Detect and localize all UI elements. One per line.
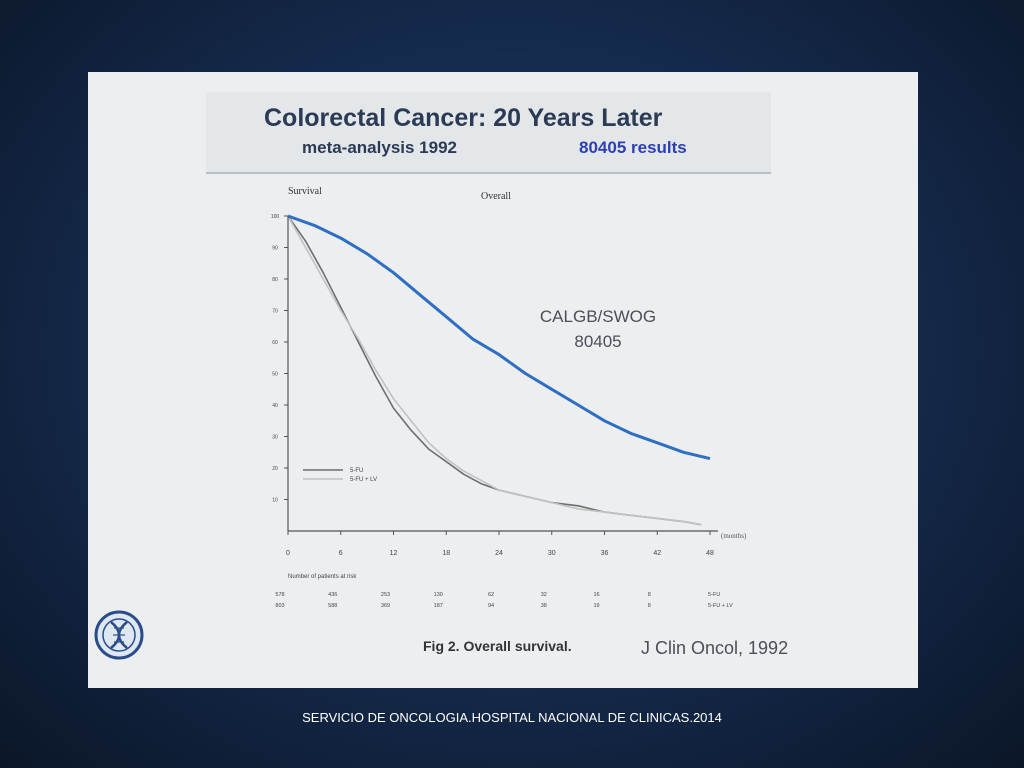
x-axis-label: (months) — [721, 532, 747, 540]
series-line-5fu-lv — [287, 215, 702, 526]
x-tick-label: 6 — [339, 550, 343, 557]
risk-table-cell: 436 — [328, 592, 337, 598]
slide-subtitle-results: 80405 results — [579, 138, 687, 157]
y-tick-label: 40 — [272, 403, 278, 409]
y-tick-label: 80 — [272, 277, 278, 283]
risk-table: Number of patients at risk 578 436 253 130 62… — [275, 574, 733, 609]
survival-chart: 0 6 12 18 24 30 36 42 48 100 90 80 70 60 50 40 30 20 10 Ov… — [271, 186, 747, 609]
source-citation: J Clin Oncol, 1992 — [641, 638, 789, 658]
x-tick-label: 24 — [495, 550, 503, 557]
risk-table-cell: 253 — [381, 592, 390, 598]
risk-table-cell: 578 — [275, 592, 284, 598]
y-tick-label: 100 — [271, 214, 280, 220]
risk-table-cell: 94 — [488, 603, 494, 609]
y-tick-label: 90 — [272, 246, 278, 252]
y-tick-label: 20 — [272, 466, 278, 472]
annotation-line: 80405 — [574, 332, 621, 351]
chart-legend: 5-FU 5-FU + LV — [303, 468, 377, 483]
y-tick-label: 30 — [272, 435, 278, 441]
y-tick-label: 60 — [272, 340, 278, 346]
x-tick-label: 36 — [601, 550, 609, 557]
risk-table-cell: 8 — [648, 592, 651, 598]
risk-table-cell: 130 — [434, 592, 443, 598]
risk-table-cell: 369 — [381, 603, 390, 609]
slide-image: Colorectal Cancer: 20 Years Later meta-a… — [88, 72, 918, 688]
annotation-line: CALGB/SWOG — [540, 307, 656, 326]
slide-title: Colorectal Cancer: 20 Years Later — [264, 104, 663, 132]
hospital-logo — [94, 610, 144, 660]
calgb-annotation: CALGB/SWOG 80405 — [540, 307, 656, 351]
y-axis-label: Survival — [288, 186, 322, 197]
series-line-calgb-80405 — [287, 214, 711, 461]
x-tick-label: 48 — [706, 550, 714, 557]
y-tick-label: 50 — [272, 372, 278, 378]
risk-table-cell: 19 — [593, 603, 599, 609]
risk-table-row-label: 5-FU — [708, 592, 720, 598]
slide-subtitle: meta-analysis 1992 — [302, 138, 457, 157]
risk-table-cell: 187 — [434, 603, 443, 609]
x-tick-label: 0 — [286, 550, 290, 557]
legend-label: 5-FU + LV — [350, 477, 377, 483]
chart-title: Overall — [481, 191, 511, 202]
risk-table-cell: 8 — [648, 603, 651, 609]
risk-table-row-label: 5-FU + LV — [708, 603, 733, 609]
figure-caption: Fig 2. Overall survival. — [423, 638, 572, 654]
risk-table-cell: 588 — [328, 603, 337, 609]
risk-table-cell: 803 — [275, 603, 284, 609]
x-tick-label: 30 — [548, 550, 556, 557]
x-tick-label: 42 — [653, 550, 661, 557]
slide-footer: SERVICIO DE ONCOLOGIA.HOSPITAL NACIONAL … — [302, 710, 722, 725]
risk-table-cell: 16 — [593, 592, 599, 598]
risk-table-header: Number of patients at risk — [288, 574, 357, 580]
header-band — [206, 92, 771, 174]
legend-label: 5-FU — [350, 468, 363, 474]
x-tick-label: 12 — [390, 550, 398, 557]
x-tick-label: 18 — [442, 550, 450, 557]
risk-table-cell: 38 — [541, 603, 547, 609]
y-tick-label: 10 — [272, 498, 278, 504]
risk-table-cell: 62 — [488, 592, 494, 598]
risk-table-cell: 32 — [541, 592, 547, 598]
y-tick-label: 70 — [272, 309, 278, 315]
